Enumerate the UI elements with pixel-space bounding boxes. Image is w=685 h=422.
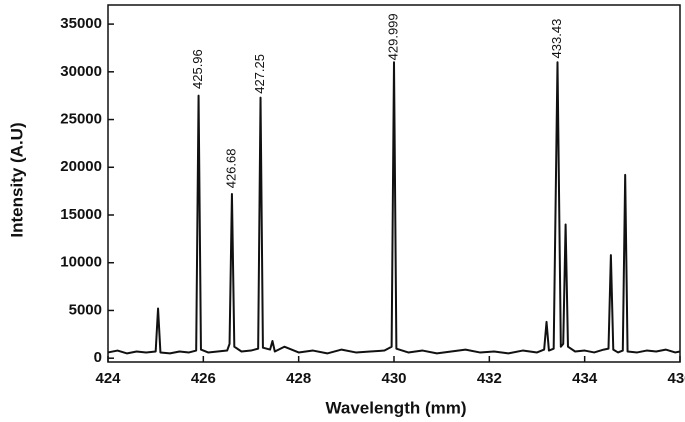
- x-tick-label: 436: [667, 370, 685, 387]
- spectrum-line: [107, 61, 681, 355]
- x-tick-label: 428: [286, 370, 311, 387]
- y-tick-label: 35000: [60, 15, 102, 32]
- y-tick-label: 0: [94, 349, 102, 366]
- x-tick-label: 426: [191, 370, 216, 387]
- peak-annotation: 425.96: [190, 49, 205, 89]
- x-tick-label: 432: [477, 370, 502, 387]
- peak-annotation: 426.68: [223, 149, 238, 189]
- y-tick-label: 25000: [60, 111, 102, 128]
- y-tick-label: 20000: [60, 158, 102, 175]
- x-tick-label: 424: [95, 370, 121, 387]
- y-axis-title: Intensity (A.U): [7, 122, 26, 237]
- x-tick-label: 434: [572, 370, 598, 387]
- peak-annotation: 429.999: [385, 13, 400, 60]
- peak-annotation: 433.43: [549, 19, 564, 59]
- peak-annotation: 427.25: [252, 54, 267, 94]
- y-tick-label: 5000: [69, 301, 102, 318]
- y-tick-label: 30000: [60, 63, 102, 80]
- y-tick-label: 15000: [60, 206, 102, 223]
- x-tick-label: 430: [381, 370, 406, 387]
- y-tick-label: 10000: [60, 254, 102, 271]
- x-axis-title: Wavelength (mm): [325, 398, 466, 417]
